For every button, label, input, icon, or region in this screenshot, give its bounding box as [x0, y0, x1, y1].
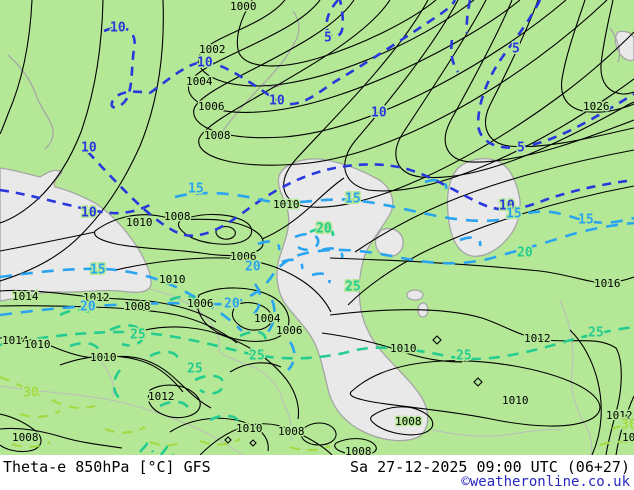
contour-label: 1012: [606, 409, 633, 422]
theta-e-labels-green: 30 30: [22, 384, 634, 434]
aral-sea: [446, 157, 521, 257]
theta-e-lines-cyan: [0, 178, 634, 371]
contour-label: 15: [90, 263, 106, 278]
contour-label: 25: [588, 326, 604, 341]
contour-label: 10: [499, 199, 515, 214]
contour-label: 1010: [502, 394, 529, 407]
contour-label: 15: [345, 192, 361, 207]
contour-label: 25: [187, 362, 203, 377]
contour-label: 1006: [198, 100, 225, 113]
contour-label: 20: [80, 300, 96, 315]
contour-label: 1006: [187, 297, 214, 310]
contour-label: 25: [456, 349, 472, 364]
contour-label: 5: [517, 141, 525, 156]
contour-label: 15: [506, 207, 522, 222]
contour-label: 1012: [524, 332, 551, 345]
contour-label: 25: [249, 349, 265, 364]
contour-label: 1008: [204, 129, 231, 142]
contour-label: 5: [512, 42, 520, 57]
caption-bar: Theta-e 850hPa [°C] GFS Sa 27-12-2025 09…: [0, 455, 634, 490]
contour-label: 10: [622, 431, 634, 444]
contour-label: 1010: [24, 338, 51, 351]
black-sea: [0, 167, 152, 302]
contour-label: 1012: [83, 291, 110, 304]
contour-label: 1014: [2, 334, 29, 347]
contour-label: 5: [324, 31, 332, 46]
contour-label: 1012: [148, 390, 175, 403]
contour-label: 10: [110, 21, 126, 36]
contour-label: 1016: [594, 277, 621, 290]
contour-label: 1010: [273, 198, 300, 211]
contour-label: 1010: [236, 422, 263, 435]
contour-label: 30: [23, 386, 39, 401]
contour-label: 20: [224, 297, 240, 312]
contour-label: 1008: [345, 445, 372, 455]
contour-label: 20: [316, 222, 332, 237]
contour-label: 10: [81, 141, 97, 156]
contour-label: 1010: [159, 273, 186, 286]
contour-label: 25: [130, 328, 146, 343]
theta-e-labels-teal: 20 20 25 25 25 25 25 25: [129, 220, 606, 378]
contour-label: 20: [517, 246, 533, 261]
theta-e-lines-teal: [0, 227, 634, 455]
contour-label: 1000: [230, 0, 257, 13]
contour-label: 1010: [126, 216, 153, 229]
contour-label: 1002: [199, 43, 226, 56]
contour-label: 10: [197, 56, 213, 71]
contour-label: 10: [269, 94, 285, 109]
contour-label: 1006: [230, 250, 257, 263]
small-lake: [406, 289, 424, 301]
contour-label: 1004: [254, 312, 281, 325]
valid-time: Sa 27-12-2025 09:00 UTC (06+27): [350, 458, 630, 476]
contour-label: 1026: [583, 100, 610, 113]
contour-label: 1008: [164, 210, 191, 223]
contour-label: 30: [621, 418, 634, 433]
copyright-link[interactable]: ©weatheronline.co.uk: [461, 474, 630, 490]
contour-label: 20: [245, 260, 261, 275]
contour-label: 1008: [278, 425, 305, 438]
theta-e-lines-blue: [0, 0, 634, 237]
theta-e-labels-cyan: 15 15 15 15 15 20 20 20: [79, 180, 596, 316]
contour-label: 10: [81, 206, 97, 221]
contour-label: 15: [578, 213, 594, 228]
contour-label: 1010: [90, 351, 117, 364]
contour-label: 1008: [395, 415, 422, 428]
theta-e-lines-green: [0, 375, 634, 452]
contour-label: 1008: [124, 300, 151, 313]
kara-bogaz-gulf: [374, 227, 404, 257]
contour-label: 25: [345, 280, 361, 295]
contour-label: 1014: [12, 290, 39, 303]
contour-label: 1004: [186, 75, 213, 88]
product-title: Theta-e 850hPa [°C] GFS: [3, 458, 211, 476]
contour-label: 15: [188, 182, 204, 197]
contour-label: 1010: [390, 342, 417, 355]
isobar-contours: [0, 0, 634, 455]
contour-label: 1008: [12, 431, 39, 444]
contour-label: 10: [371, 106, 387, 121]
contour-label: 1006: [276, 324, 303, 337]
